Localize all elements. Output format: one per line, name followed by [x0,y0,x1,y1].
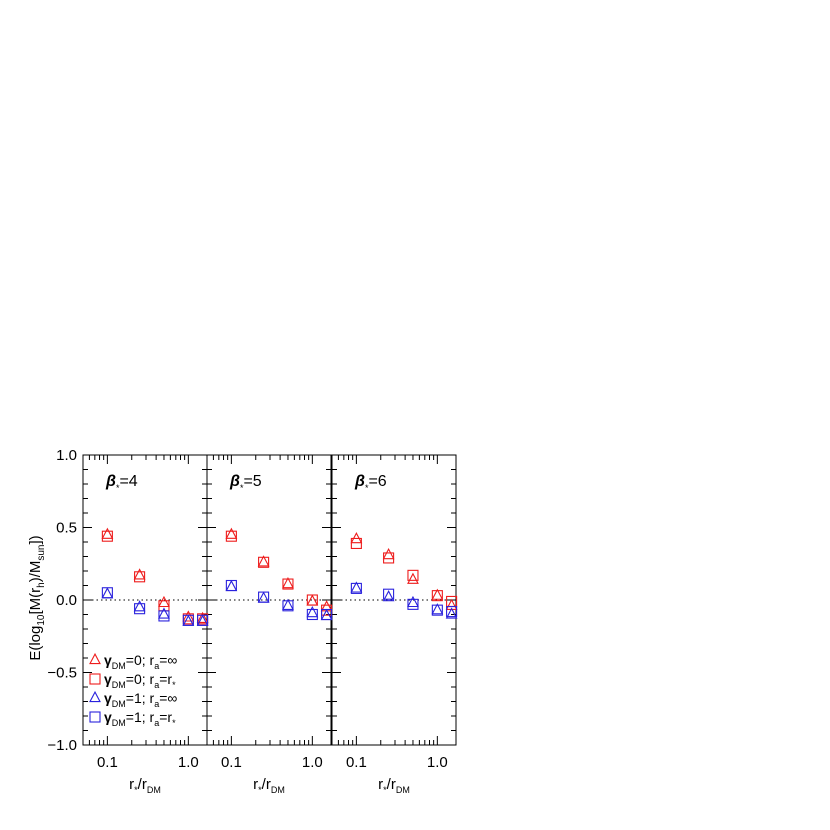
legend-label: γDM=1; ra=∞ [104,690,177,709]
data-point-triangle [225,579,238,592]
data-point-square [282,600,294,612]
legend-entry: γDM=1; ra=∞ [89,690,177,709]
x-tick-labels: 0.1 1.0 0.1 1.0 0.1 1.0 [97,754,448,771]
data-point-triangle [101,587,114,599]
legend-marker-triangle [89,652,101,665]
legend-marker-square [89,673,101,685]
y-tick-label: 0.0 [56,592,77,609]
data-points [101,527,458,626]
data-point-square [350,582,362,594]
data-point-triangle [382,590,395,602]
data-point-square [306,594,318,606]
data-point-triangle [182,610,195,622]
y-tick-labels: 1.0 0.5 0.0 −0.5 −1.0 [47,447,77,754]
data-point-square [431,604,443,616]
data-point-triangle [407,572,419,584]
legend-entry: γDM=0; ra=r* [89,671,176,690]
panel-titles: β*=4 β*=5 β*=6 [105,473,387,493]
data-point-square [431,590,443,602]
data-point-square [158,610,170,622]
data-point-triangle [382,547,395,560]
data-point-triangle [196,611,209,624]
axis-ticks [82,454,456,746]
data-point-triangle [282,598,294,610]
legend-label: γDM=1; ra=r* [104,709,176,728]
data-point-square [225,579,237,592]
legend-label: γDM=0; ra=r* [104,671,176,690]
data-point-square [321,608,333,621]
data-point-square [101,530,113,542]
x-axis-label: r*/rDM [253,776,285,795]
data-point-square [407,598,419,610]
y-axis-label: E(log10[M(rh)/Msun]) [27,535,47,660]
x-axis-label: r*/rDM [378,776,410,795]
legend-entry: γDM=0; ra=∞ [89,652,177,671]
y-tick-label: −1.0 [47,737,77,754]
data-point-triangle [101,527,114,539]
data-point-square [383,588,395,600]
panel-title: β*=4 [105,473,138,493]
panel-title: β*=5 [229,473,262,493]
data-point-triangle [407,595,419,608]
data-point-square [282,578,294,590]
x-tick-label: 1.0 [178,754,199,771]
x-axis-label: r*/rDM [129,776,161,795]
legend-marker-square [89,711,101,723]
legend-marker-triangle [89,690,101,703]
data-point-triangle [431,603,444,615]
data-point-square [258,556,270,568]
x-tick-label: 1.0 [302,754,323,771]
data-point-square [306,608,318,621]
legend-label: γDM=0; ra=∞ [104,652,177,671]
data-point-triangle [306,605,319,618]
y-tick-label: 0.5 [56,520,77,537]
x-tick-label: 0.1 [221,754,242,771]
data-point-triangle [257,555,270,567]
data-point-square [446,595,458,608]
legend-entry: γDM=1; ra=r* [89,709,176,728]
y-tick-label: 1.0 [56,447,77,464]
x-tick-label: 0.1 [346,754,367,771]
data-point-square [258,591,270,603]
data-point-triangle [282,576,294,589]
data-point-square [197,614,209,626]
data-point-square [446,606,458,618]
data-point-triangle [158,595,170,608]
x-tick-label: 0.1 [97,754,118,771]
data-point-square [101,587,113,599]
x-tick-label: 1.0 [427,754,448,771]
data-point-square [134,571,146,583]
data-point-square [407,569,419,581]
data-point-square [225,530,237,542]
data-point-square [350,537,362,550]
data-point-square [134,603,146,615]
data-point-square [383,552,395,564]
data-point-triangle [350,581,363,593]
data-point-triangle [431,588,444,600]
data-point-triangle [158,607,170,619]
data-point-triangle [445,607,458,619]
x-axis-labels: r*/rDM r*/rDM r*/rDM [129,776,410,795]
data-point-triangle [257,591,270,603]
panel-title: β*=6 [354,473,387,493]
data-point-triangle [133,568,146,580]
legend: γDM=0; ra=∞γDM=0; ra=r*γDM=1; ra=∞γDM=1;… [89,652,177,728]
data-point-triangle [133,600,146,612]
data-point-square [182,614,194,626]
data-point-triangle [225,527,238,539]
y-tick-label: −0.5 [47,665,77,682]
